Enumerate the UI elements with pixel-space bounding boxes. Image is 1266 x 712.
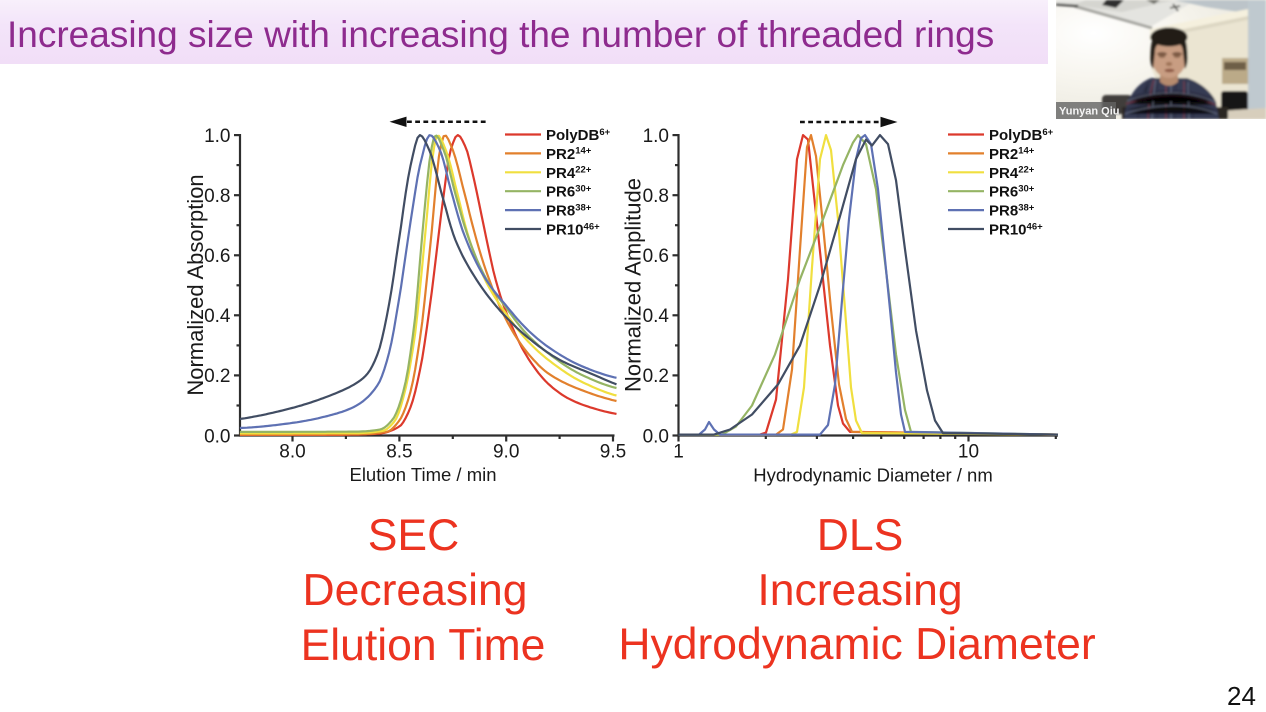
- svg-text:Hydrodynamic Diameter / nm: Hydrodynamic Diameter / nm: [753, 465, 993, 486]
- svg-text:8.5: 8.5: [386, 442, 412, 463]
- svg-text:0.0: 0.0: [204, 426, 230, 447]
- svg-text:1: 1: [673, 442, 684, 463]
- svg-text:PR630+: PR630+: [989, 184, 1035, 201]
- svg-text:0.8: 0.8: [204, 186, 230, 207]
- svg-text:Elution Time / min: Elution Time / min: [349, 464, 496, 485]
- svg-text:0.8: 0.8: [643, 186, 669, 207]
- svg-text:0.6: 0.6: [643, 246, 669, 267]
- svg-text:PolyDB6+: PolyDB6+: [989, 127, 1054, 144]
- svg-text:0.4: 0.4: [643, 306, 670, 327]
- svg-text:1.0: 1.0: [643, 126, 669, 147]
- svg-text:PR838+: PR838+: [989, 202, 1035, 219]
- svg-text:0.2: 0.2: [204, 366, 230, 387]
- svg-text:8.0: 8.0: [279, 442, 305, 463]
- svg-text:PR422+: PR422+: [989, 165, 1035, 182]
- svg-text:Normalized Amplitude: Normalized Amplitude: [621, 178, 646, 392]
- svg-text:PR214+: PR214+: [989, 146, 1035, 163]
- svg-text:PR1046+: PR1046+: [546, 221, 600, 238]
- svg-text:0.4: 0.4: [204, 306, 231, 327]
- svg-text:0.6: 0.6: [204, 246, 230, 267]
- svg-text:PR214+: PR214+: [546, 146, 592, 163]
- svg-text:PR1046+: PR1046+: [989, 221, 1043, 238]
- svg-text:0.2: 0.2: [643, 366, 669, 387]
- svg-text:10: 10: [958, 442, 979, 463]
- svg-text:PolyDB6+: PolyDB6+: [546, 127, 611, 144]
- svg-text:PR838+: PR838+: [546, 202, 592, 219]
- svg-text:9.0: 9.0: [493, 442, 519, 463]
- svg-text:0.0: 0.0: [643, 426, 669, 447]
- svg-text:Normalized Absorption: Normalized Absorption: [183, 174, 208, 395]
- svg-text:9.5: 9.5: [600, 442, 626, 463]
- svg-text:1.0: 1.0: [204, 126, 230, 147]
- svg-text:PR630+: PR630+: [546, 184, 592, 201]
- svg-text:PR422+: PR422+: [546, 165, 592, 182]
- svg-text:Yunyan Qiu: Yunyan Qiu: [1059, 106, 1120, 118]
